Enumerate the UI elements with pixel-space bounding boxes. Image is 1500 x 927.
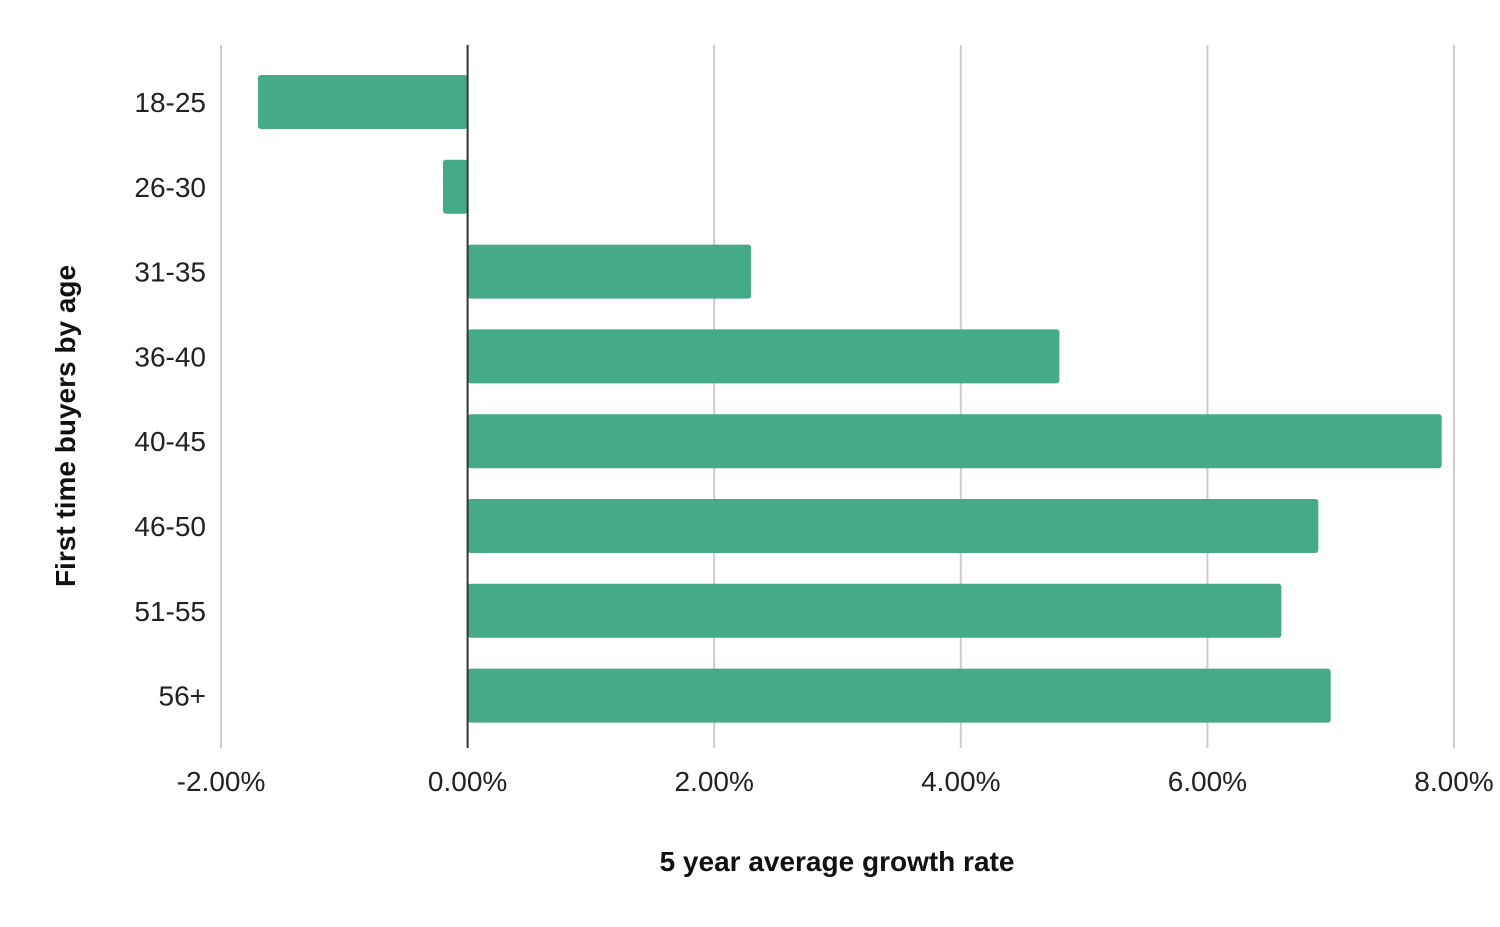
x-tick-label: 6.00%: [1168, 766, 1247, 797]
y-tick-label: 26-30: [134, 172, 206, 203]
x-tick-labels: -2.00% 0.00% 2.00% 4.00% 6.00% 8.00%: [177, 766, 1494, 797]
bar-40-45: [467, 414, 1442, 469]
bar-31-35: [467, 244, 752, 299]
bar-46-50: [467, 499, 1319, 553]
bar-36-40: [467, 329, 1060, 384]
y-axis-title: First time buyers by age: [50, 265, 81, 587]
y-tick-label: 31-35: [134, 257, 206, 288]
bar-18-25: [257, 75, 468, 129]
y-tick-label: 18-25: [134, 87, 206, 118]
y-tick-label: 51-55: [134, 596, 206, 627]
y-tick-label: 56+: [159, 681, 207, 712]
bars: [257, 75, 1442, 723]
y-tick-label: 36-40: [134, 341, 206, 372]
x-tick-label: 4.00%: [921, 766, 1000, 797]
x-tick-label: 8.00%: [1414, 766, 1493, 797]
x-tick-label: 2.00%: [674, 766, 753, 797]
bar-56+: [467, 668, 1331, 723]
y-tick-labels: 18-25 26-30 31-35 36-40 40-45 46-50 51-55 56+: [134, 87, 206, 712]
x-tick-label: 0.00%: [428, 766, 507, 797]
y-tick-label: 40-45: [134, 426, 206, 457]
x-tick-label: -2.00%: [177, 766, 266, 797]
gridlines: [220, 45, 1455, 748]
bar-51-55: [467, 583, 1282, 638]
bar-26-30: [442, 159, 468, 214]
y-tick-label: 46-50: [134, 511, 206, 542]
x-axis-title: 5 year average growth rate: [660, 846, 1015, 877]
